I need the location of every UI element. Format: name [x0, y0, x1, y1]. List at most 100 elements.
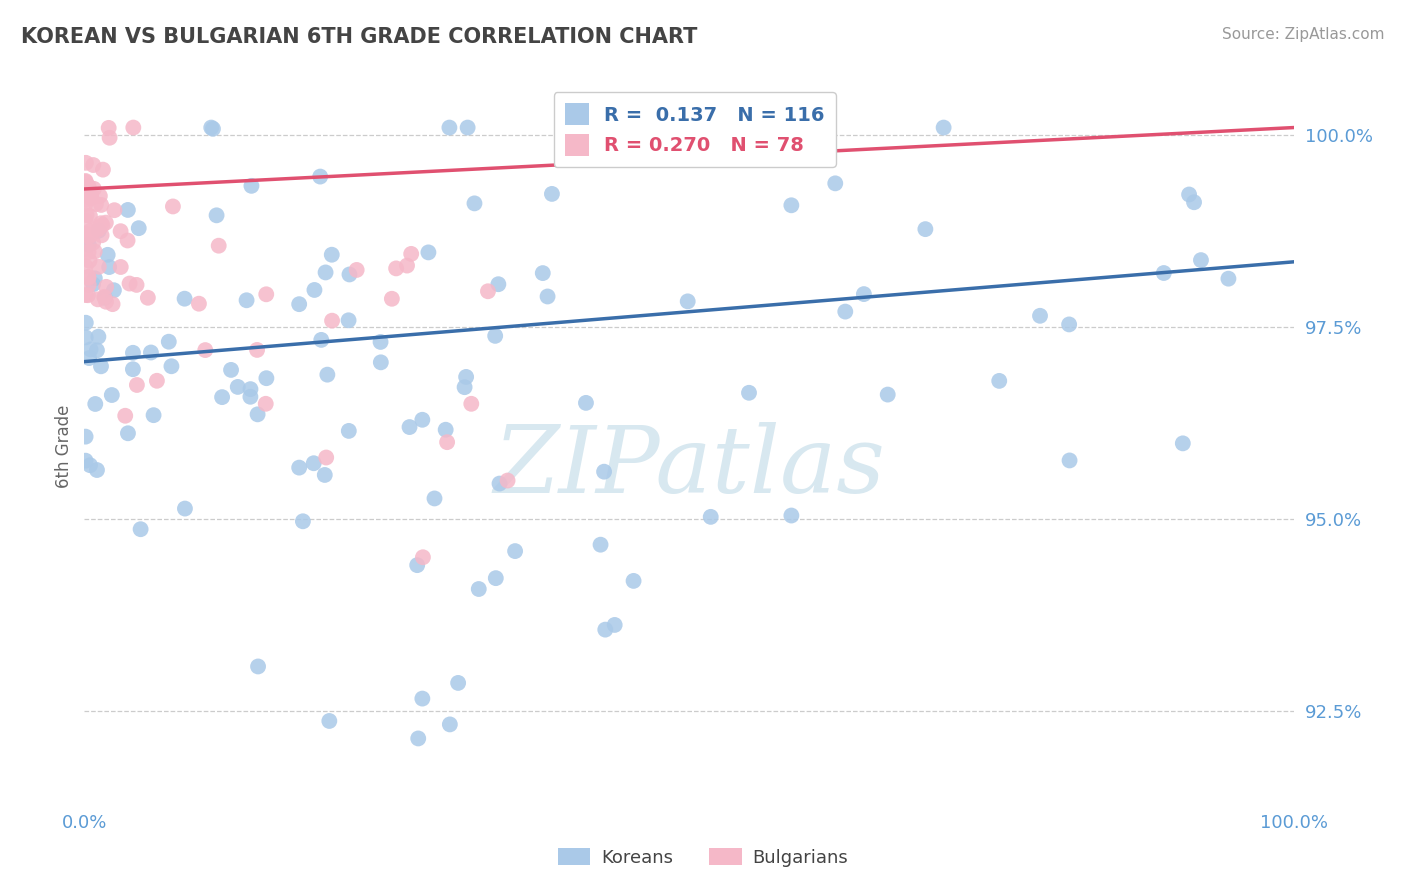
Point — [676, 294, 699, 309]
Point — [1059, 453, 1081, 467]
Point — [122, 120, 145, 135]
Point — [80, 186, 103, 201]
Point — [309, 169, 332, 184]
Point — [80, 191, 103, 205]
Point — [75, 429, 97, 443]
Legend: R =  0.137   N = 116, R = 0.270   N = 78: R = 0.137 N = 116, R = 0.270 N = 78 — [554, 92, 837, 167]
Point — [211, 390, 233, 404]
Point — [434, 423, 457, 437]
Y-axis label: 6th Grade: 6th Grade — [55, 404, 73, 488]
Point — [84, 197, 107, 211]
Point — [101, 388, 124, 402]
Point — [337, 313, 360, 327]
Point — [468, 582, 491, 596]
Point — [318, 714, 340, 728]
Point — [412, 550, 434, 565]
Point — [339, 268, 361, 282]
Point — [346, 263, 368, 277]
Point — [240, 178, 263, 193]
Point — [94, 291, 117, 305]
Point — [780, 198, 803, 212]
Point — [117, 426, 139, 441]
Point — [79, 227, 101, 242]
Point — [97, 120, 120, 135]
Point — [876, 387, 898, 401]
Point — [79, 209, 101, 223]
Point — [477, 285, 499, 299]
Point — [321, 248, 343, 262]
Point — [84, 397, 107, 411]
Point — [291, 514, 314, 528]
Text: KOREAN VS BULGARIAN 6TH GRADE CORRELATION CHART: KOREAN VS BULGARIAN 6TH GRADE CORRELATIO… — [21, 27, 697, 46]
Point — [321, 314, 343, 328]
Point — [75, 227, 97, 241]
Point — [91, 162, 114, 177]
Point — [852, 287, 875, 301]
Point — [86, 463, 108, 477]
Point — [128, 221, 150, 235]
Point — [157, 334, 180, 349]
Point — [94, 216, 117, 230]
Point — [302, 456, 325, 470]
Point — [439, 717, 461, 731]
Point — [496, 474, 519, 488]
Point — [75, 316, 97, 330]
Point — [98, 260, 121, 274]
Point — [76, 208, 98, 222]
Point — [103, 283, 125, 297]
Point — [453, 380, 475, 394]
Point — [288, 460, 311, 475]
Point — [125, 277, 148, 292]
Point — [79, 458, 101, 473]
Point — [75, 330, 97, 344]
Point — [87, 224, 110, 238]
Point — [75, 453, 97, 467]
Point — [219, 363, 242, 377]
Point — [315, 450, 337, 465]
Text: ZIPatlas: ZIPatlas — [494, 423, 884, 512]
Point — [304, 283, 326, 297]
Point — [1178, 187, 1201, 202]
Point — [447, 676, 470, 690]
Point — [146, 374, 169, 388]
Point — [80, 191, 103, 205]
Point — [174, 501, 197, 516]
Point — [246, 343, 269, 357]
Point — [83, 271, 105, 285]
Point — [87, 293, 110, 307]
Point — [90, 198, 112, 212]
Point — [139, 345, 162, 359]
Point — [824, 177, 846, 191]
Point — [77, 269, 100, 284]
Point — [398, 420, 420, 434]
Point — [314, 467, 336, 482]
Point — [129, 522, 152, 536]
Point — [77, 288, 100, 302]
Point — [75, 260, 97, 274]
Point — [75, 174, 97, 188]
Point — [484, 329, 506, 343]
Point — [411, 691, 433, 706]
Point — [77, 229, 100, 244]
Point — [75, 175, 97, 189]
Point — [77, 351, 100, 365]
Point — [118, 277, 141, 291]
Point — [411, 413, 433, 427]
Point — [117, 234, 139, 248]
Point — [575, 396, 598, 410]
Point — [399, 247, 422, 261]
Point — [77, 245, 100, 260]
Point — [173, 292, 195, 306]
Point — [75, 213, 97, 227]
Point — [316, 368, 339, 382]
Point — [77, 179, 100, 194]
Point — [247, 659, 270, 673]
Point — [187, 296, 209, 310]
Point — [589, 538, 612, 552]
Point — [337, 424, 360, 438]
Point — [488, 476, 510, 491]
Point — [463, 196, 485, 211]
Point — [96, 280, 118, 294]
Point — [932, 120, 955, 135]
Point — [226, 380, 249, 394]
